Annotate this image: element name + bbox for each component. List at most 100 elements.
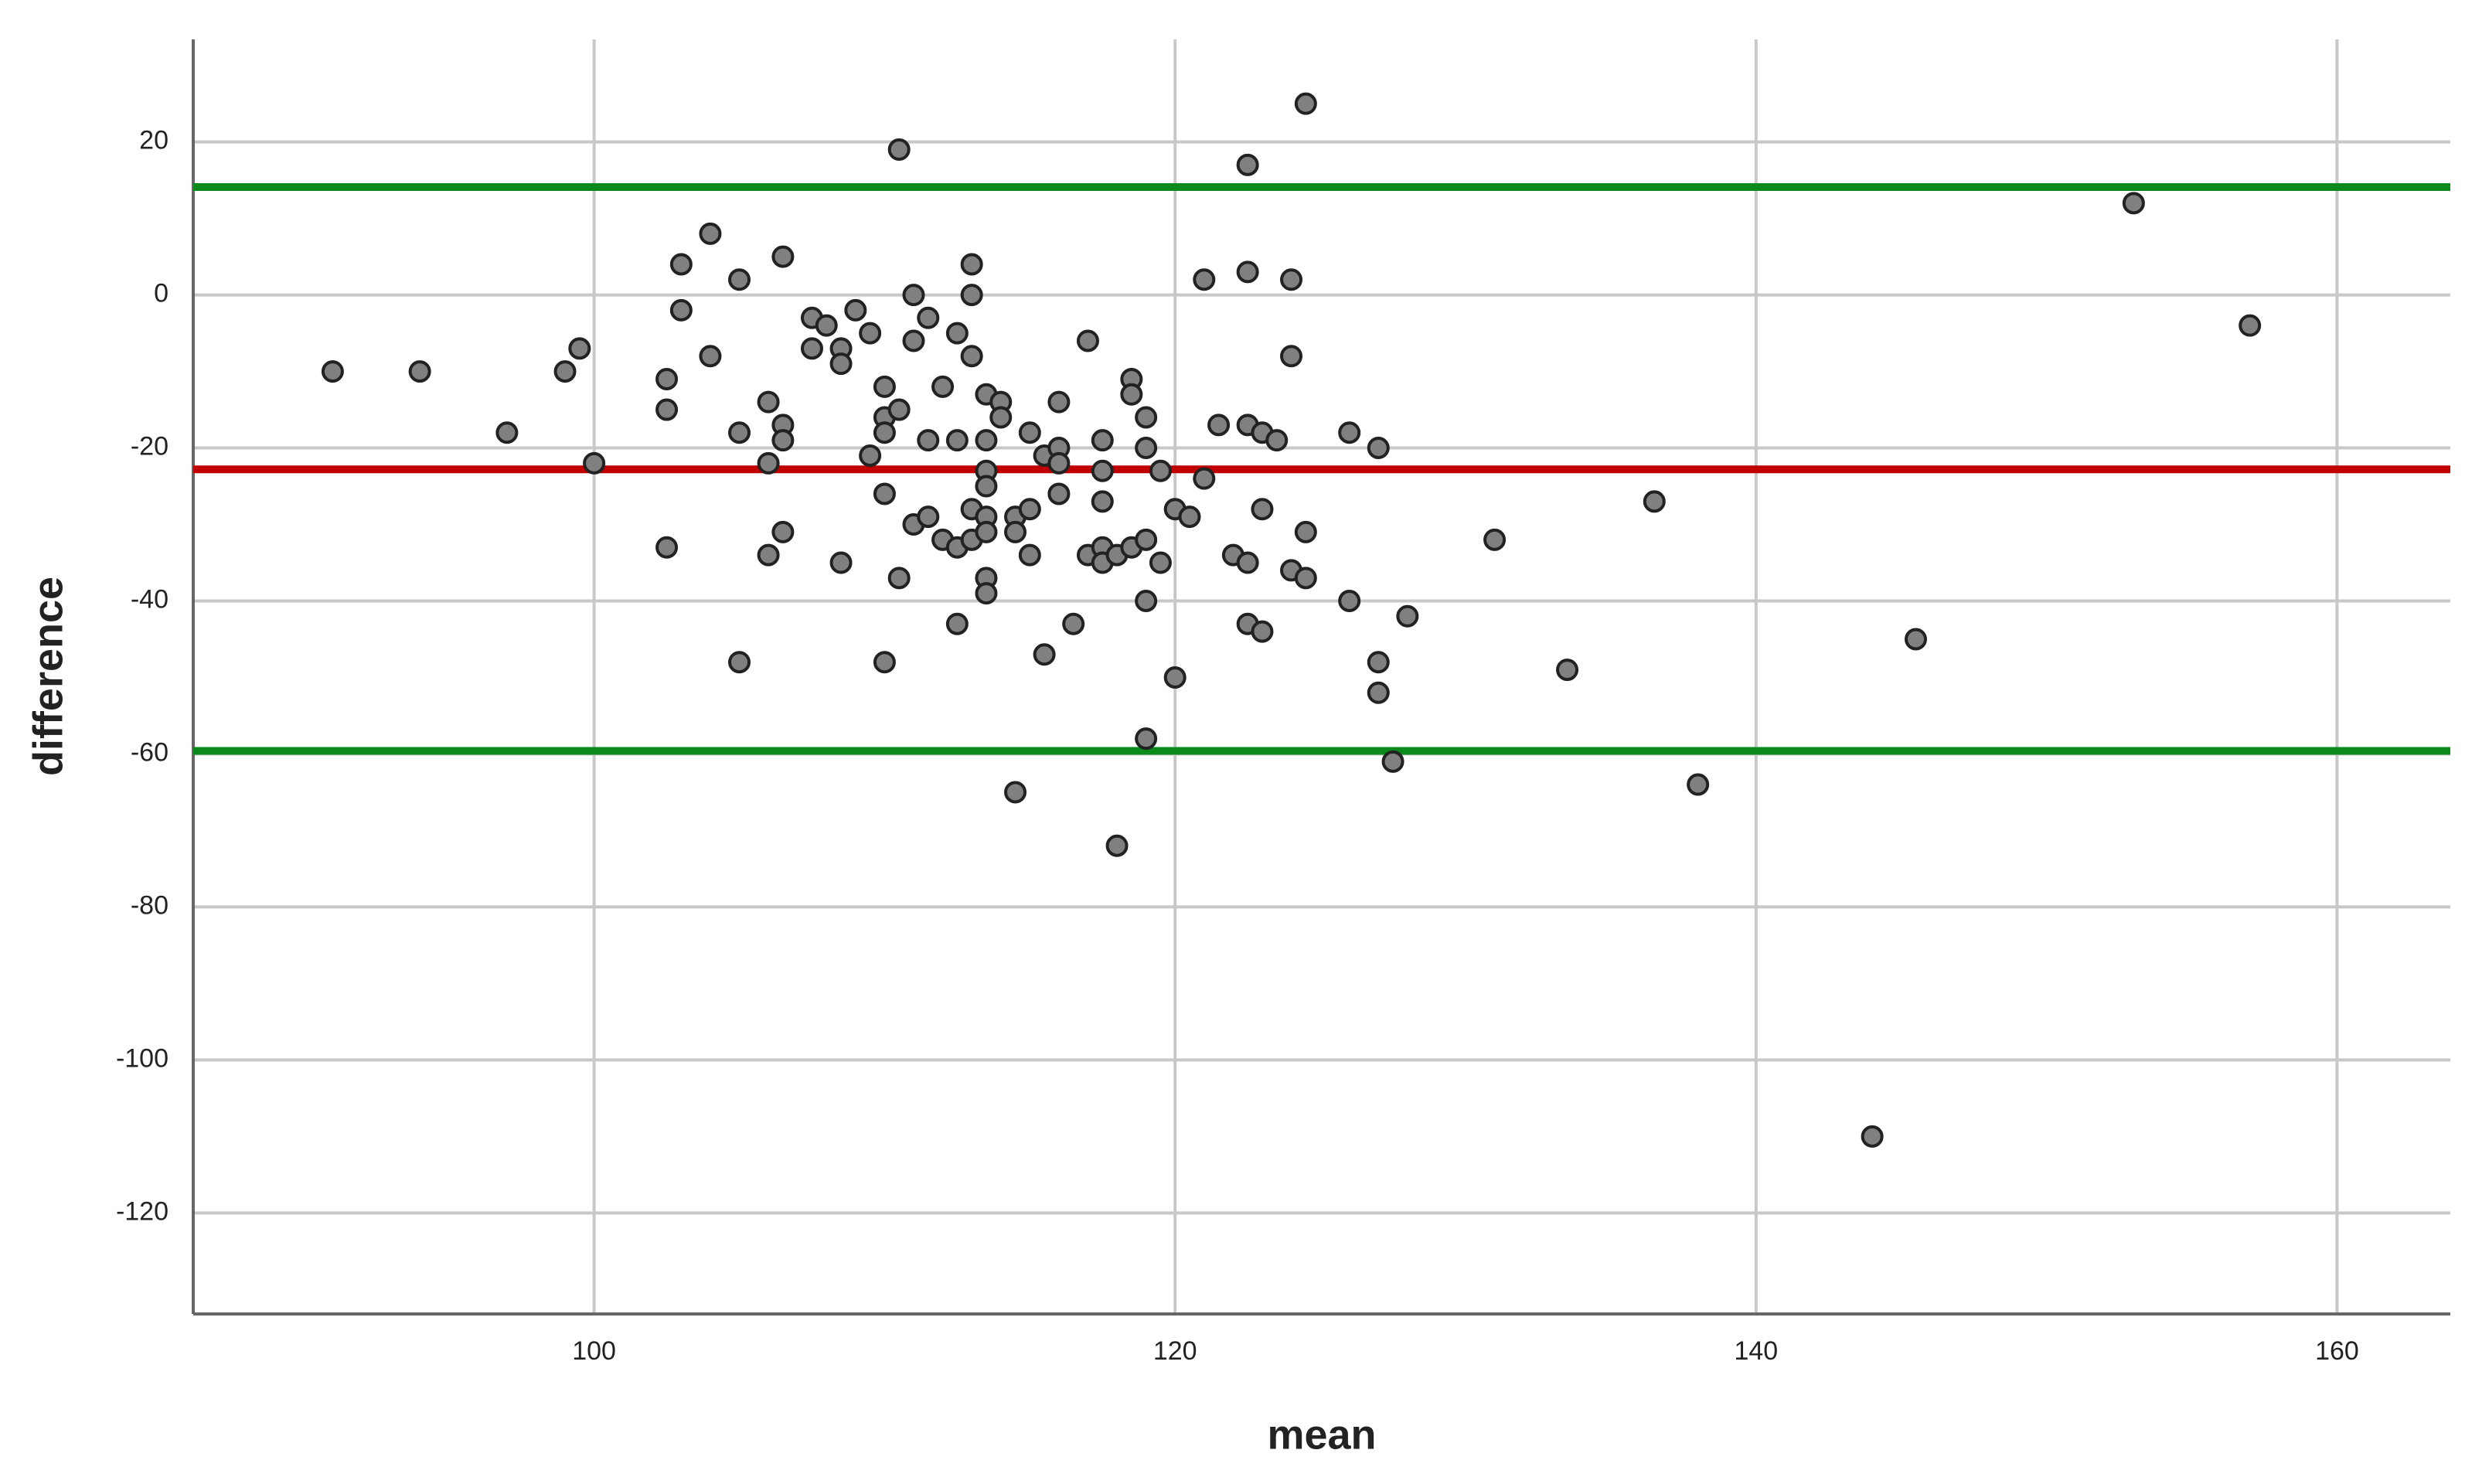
data-point bbox=[1076, 329, 1099, 352]
data-point bbox=[887, 398, 911, 421]
data-point bbox=[1193, 467, 1216, 490]
data-point bbox=[1338, 421, 1361, 444]
data-point bbox=[917, 505, 940, 529]
data-point bbox=[1367, 437, 1390, 460]
data-point bbox=[1367, 681, 1390, 704]
data-point bbox=[728, 651, 751, 674]
data-point bbox=[1004, 781, 1027, 804]
data-point bbox=[1018, 498, 1041, 521]
data-point bbox=[1280, 345, 1303, 368]
data-point bbox=[989, 406, 1013, 429]
data-point bbox=[902, 284, 925, 307]
data-point bbox=[960, 253, 983, 276]
data-point bbox=[1149, 551, 1172, 574]
data-point bbox=[669, 298, 693, 322]
data-point bbox=[699, 345, 722, 368]
y-tick-label: -60 bbox=[131, 737, 169, 767]
data-point bbox=[1135, 437, 1158, 460]
data-point bbox=[1135, 406, 1158, 429]
data-point bbox=[1047, 390, 1071, 414]
data-point bbox=[902, 329, 925, 352]
data-point bbox=[1265, 429, 1289, 452]
data-point bbox=[1047, 451, 1071, 475]
data-point bbox=[771, 245, 795, 268]
data-point bbox=[408, 360, 431, 383]
data-point bbox=[975, 475, 998, 498]
data-point bbox=[975, 582, 998, 605]
y-tick-label: -120 bbox=[116, 1196, 169, 1226]
data-point bbox=[873, 482, 896, 505]
data-point bbox=[829, 551, 853, 574]
x-axis-label: mean bbox=[1267, 1411, 1376, 1458]
data-point bbox=[1135, 590, 1158, 613]
data-point bbox=[669, 253, 693, 276]
data-point bbox=[1033, 643, 1056, 666]
data-point bbox=[583, 451, 606, 475]
data-point bbox=[1091, 490, 1114, 513]
y-axis-label: difference bbox=[25, 577, 71, 776]
data-point bbox=[2122, 192, 2145, 215]
y-tick-label: -100 bbox=[116, 1043, 169, 1073]
data-point bbox=[945, 322, 969, 345]
data-point bbox=[1149, 459, 1172, 482]
y-tick-label: 0 bbox=[154, 279, 169, 308]
data-point bbox=[1120, 383, 1143, 406]
data-point bbox=[1381, 750, 1404, 773]
data-point bbox=[1105, 834, 1129, 857]
data-point bbox=[1135, 727, 1158, 751]
data-point bbox=[887, 567, 911, 590]
data-point bbox=[699, 222, 722, 245]
data-point bbox=[553, 360, 577, 383]
data-point bbox=[568, 337, 591, 360]
data-point bbox=[1091, 459, 1114, 482]
data-point bbox=[1236, 551, 1259, 574]
data-point bbox=[1018, 421, 1041, 444]
data-point bbox=[728, 421, 751, 444]
data-point bbox=[1280, 268, 1303, 291]
data-point bbox=[829, 352, 853, 376]
data-point bbox=[757, 390, 780, 414]
x-tick-label: 160 bbox=[2315, 1336, 2359, 1366]
data-point bbox=[757, 451, 780, 475]
data-point bbox=[917, 306, 940, 329]
data-point bbox=[844, 298, 867, 322]
data-point bbox=[655, 536, 679, 559]
data-point bbox=[1367, 651, 1390, 674]
data-point bbox=[1338, 590, 1361, 613]
y-tick-label: -40 bbox=[131, 584, 169, 614]
x-tick-label: 120 bbox=[1153, 1336, 1197, 1366]
data-point bbox=[873, 651, 896, 674]
data-point bbox=[771, 429, 795, 452]
data-point bbox=[859, 322, 882, 345]
data-point bbox=[1091, 429, 1114, 452]
data-point bbox=[1861, 1125, 1884, 1148]
data-point bbox=[975, 429, 998, 452]
data-point bbox=[917, 429, 940, 452]
data-point bbox=[655, 367, 679, 390]
data-point bbox=[1294, 520, 1317, 543]
data-point bbox=[1294, 567, 1317, 590]
y-tick-label: -20 bbox=[131, 432, 169, 461]
data-point bbox=[1483, 528, 1507, 551]
data-point bbox=[887, 138, 911, 162]
data-point bbox=[1178, 505, 1201, 529]
data-point bbox=[1643, 490, 1666, 513]
data-point bbox=[945, 429, 969, 452]
data-point bbox=[1004, 520, 1027, 543]
data-point bbox=[1294, 92, 1317, 115]
data-point bbox=[931, 375, 955, 398]
data-point bbox=[771, 520, 795, 543]
data-point bbox=[1251, 620, 1274, 643]
data-point bbox=[1396, 604, 1419, 628]
data-point bbox=[975, 520, 998, 543]
data-point bbox=[728, 268, 751, 291]
data-point bbox=[945, 612, 969, 635]
data-point bbox=[1905, 628, 1928, 651]
data-point bbox=[1207, 414, 1231, 437]
data-point bbox=[1163, 665, 1187, 689]
data-point bbox=[1251, 498, 1274, 521]
data-point bbox=[495, 421, 519, 444]
data-point bbox=[1018, 543, 1041, 567]
